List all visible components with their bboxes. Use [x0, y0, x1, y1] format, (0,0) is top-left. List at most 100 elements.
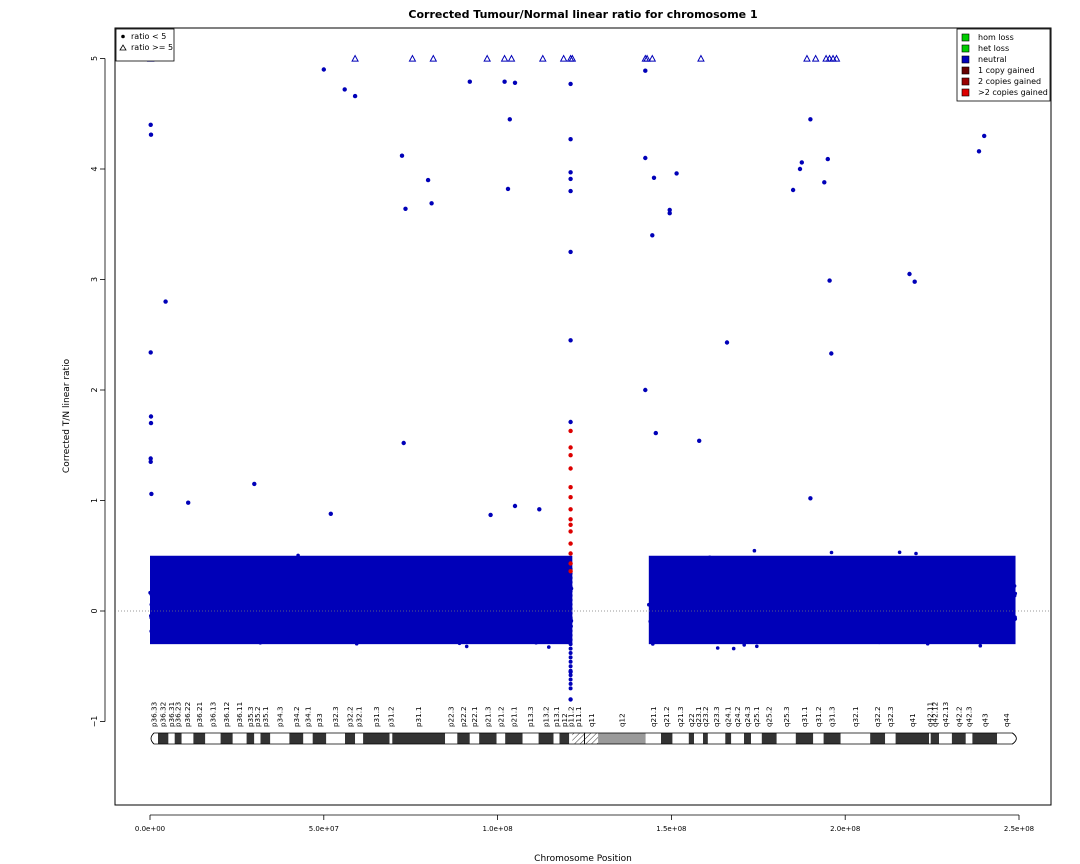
band-dot	[163, 595, 167, 599]
band-dot	[1010, 614, 1014, 618]
ideogram-band	[661, 733, 673, 744]
band-dot	[858, 627, 863, 632]
band-dot	[251, 569, 256, 573]
band-dot	[990, 630, 994, 635]
band-dot	[501, 604, 506, 609]
band-label: q42.13	[941, 702, 950, 727]
column-point	[568, 589, 573, 594]
band-dot	[419, 582, 424, 587]
band-dot	[973, 628, 977, 633]
band-dot	[865, 619, 869, 623]
shape-legend-label: ratio >= 5	[131, 43, 173, 52]
band-dot	[974, 584, 979, 589]
ideogram-band	[744, 733, 751, 744]
band-dot	[889, 631, 894, 635]
band-dot	[712, 575, 717, 580]
band-dot	[270, 606, 274, 610]
outlier-point	[321, 67, 326, 72]
band-dot	[543, 609, 548, 613]
band-dot	[495, 627, 500, 632]
outlier-point	[982, 133, 987, 139]
band-dot	[384, 568, 388, 572]
column-point	[568, 615, 573, 620]
band-dot	[483, 635, 487, 640]
band-dot	[378, 579, 383, 584]
band-dot	[548, 622, 553, 626]
band-dot	[524, 625, 528, 630]
band-dot	[797, 635, 801, 640]
band-dot	[742, 632, 746, 636]
band-dot	[233, 588, 238, 593]
band-dot	[896, 566, 900, 570]
band-dot	[862, 601, 866, 605]
band-dot	[235, 619, 239, 624]
outlier-point	[808, 496, 813, 501]
band-dot	[203, 602, 208, 607]
band-dot	[561, 615, 566, 620]
band-dot	[522, 620, 527, 624]
band-dot	[406, 596, 410, 601]
band-dot	[967, 568, 972, 573]
band-dot	[348, 626, 353, 630]
outlier-point	[429, 201, 434, 206]
band-dot	[959, 556, 963, 561]
ideogram-band	[569, 733, 573, 744]
band-dot	[149, 602, 154, 607]
ideogram-band	[972, 733, 998, 744]
band-dot	[439, 625, 444, 630]
band-dot	[925, 641, 930, 646]
band-dot	[199, 616, 204, 621]
band-dot	[241, 631, 245, 636]
band-dot	[372, 604, 376, 609]
band-dot	[662, 582, 667, 586]
capped-point-triangle	[538, 54, 547, 62]
outlier-point	[651, 175, 657, 180]
band-label: p31.1	[414, 706, 423, 727]
band-dot	[315, 595, 320, 599]
band-dot	[323, 611, 328, 616]
band-dot	[842, 603, 847, 607]
band-dot	[415, 609, 419, 614]
band-dot	[340, 585, 345, 590]
band-label: p36.32	[159, 702, 168, 727]
band-dot	[952, 619, 956, 624]
band-dot	[813, 615, 817, 620]
band-dot	[834, 605, 839, 609]
band-dot	[1010, 592, 1015, 596]
band-dot	[696, 590, 701, 595]
band-dot	[762, 620, 766, 624]
band-dot	[263, 588, 268, 592]
band-dot	[565, 572, 569, 577]
band-dot	[535, 595, 540, 600]
band-dot	[945, 630, 950, 634]
band-dot	[734, 619, 738, 624]
band-dot	[870, 572, 875, 577]
band-dot	[552, 580, 556, 585]
band-dot	[293, 619, 298, 624]
gained-point	[568, 529, 573, 534]
band-dot	[519, 584, 523, 589]
band-dot	[783, 613, 788, 618]
band-dot	[997, 614, 1002, 618]
band-dot	[672, 588, 676, 592]
band-dot	[691, 579, 695, 583]
ideogram-band	[363, 733, 390, 744]
outlier-point	[488, 512, 493, 518]
band-dot	[387, 601, 391, 605]
band-dot	[269, 578, 274, 582]
band-dot	[519, 628, 524, 633]
band-dot	[189, 613, 194, 618]
band-dot	[897, 603, 902, 608]
band-dot	[208, 607, 213, 612]
band-dot	[412, 638, 416, 642]
band-dot	[753, 600, 758, 605]
band-dot	[390, 604, 395, 608]
band-dot	[900, 596, 905, 601]
band-dot	[741, 620, 746, 625]
band-dot	[198, 611, 202, 616]
band-dot	[427, 614, 432, 619]
band-dot	[436, 609, 441, 614]
band-dot	[416, 600, 420, 605]
band-dot	[858, 586, 862, 590]
band-dot	[785, 572, 789, 576]
